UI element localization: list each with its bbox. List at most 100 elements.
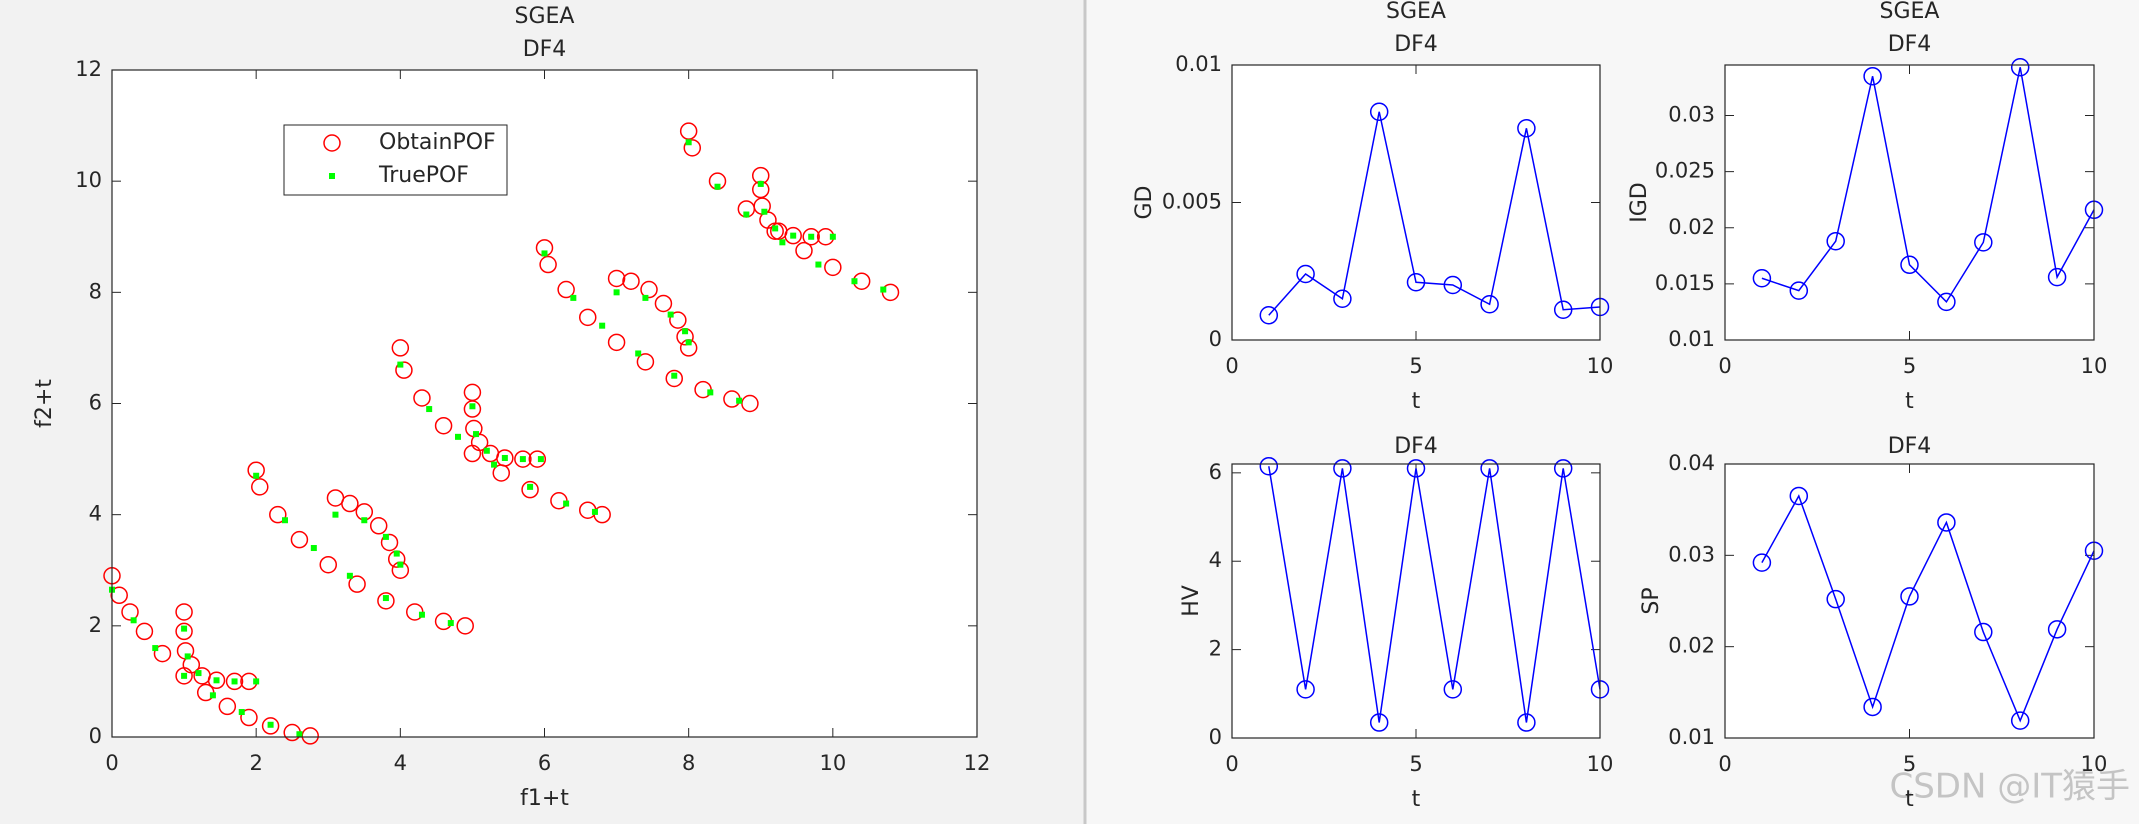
marker-circle <box>240 708 258 727</box>
x-tick-label: 10 <box>1587 752 1614 776</box>
marker-dot <box>418 611 425 618</box>
marker-dot <box>685 139 692 146</box>
x-tick-label: 5 <box>1903 752 1916 776</box>
series-marker <box>1443 275 1463 295</box>
plot-area <box>1232 464 1600 738</box>
marker-dot <box>397 561 404 568</box>
y-axis-label: IGD <box>1627 182 1652 222</box>
marker-dot <box>382 533 389 540</box>
marker-dot <box>682 328 689 335</box>
marker-circle <box>341 494 359 513</box>
marker-circle <box>395 361 413 379</box>
x-tick-label: 0 <box>1225 354 1238 378</box>
chart-title: DF4 <box>1394 434 1438 459</box>
y-tick-label: 0.01 <box>1175 52 1222 76</box>
x-axis-label: t <box>1412 787 1421 812</box>
marker-circle <box>607 269 626 288</box>
marker-dot <box>613 289 620 296</box>
marker-dot <box>743 211 750 218</box>
marker-circle <box>528 450 547 468</box>
marker-circle <box>121 603 139 621</box>
marker-dot <box>599 322 606 329</box>
y-tick-label: 4 <box>1209 548 1222 572</box>
marker-dot <box>282 517 288 524</box>
y-tick-label: 0 <box>1209 327 1222 351</box>
marker-dot <box>779 239 786 246</box>
marker-dot <box>393 550 400 557</box>
marker-circle <box>539 255 557 274</box>
marker-dot <box>880 286 887 293</box>
series-marker <box>1900 587 1919 606</box>
marker-circle <box>579 308 597 327</box>
x-axis-label: f1+t <box>520 786 569 811</box>
marker-dot <box>346 572 353 579</box>
legend-label: TruePOF <box>378 163 469 188</box>
marker-circle <box>225 672 244 691</box>
chart-title: SGEA <box>1880 0 1940 24</box>
series-marker <box>1937 513 1956 532</box>
marker-dot <box>519 456 526 463</box>
marker-dot <box>361 517 368 524</box>
x-tick-label: 0 <box>1718 752 1731 776</box>
marker-circle <box>261 717 280 735</box>
marker-dot <box>591 508 598 515</box>
marker-dot <box>707 389 714 396</box>
y-tick-label: 0.03 <box>1668 542 1715 566</box>
y-tick-label: 0.015 <box>1655 271 1715 295</box>
marker-circle <box>514 450 532 468</box>
marker-dot <box>537 456 544 463</box>
marker-dot <box>426 406 433 413</box>
series-marker <box>1752 553 1772 572</box>
chart-subtitle: DF4 <box>523 37 567 62</box>
x-tick-label: 8 <box>682 751 695 775</box>
y-tick-label: 0.02 <box>1668 634 1715 658</box>
marker-dot <box>473 431 480 438</box>
series-marker <box>1863 66 1882 86</box>
marker-dot <box>195 670 202 677</box>
series-marker <box>1369 102 1389 121</box>
plot-area <box>1232 65 1600 340</box>
marker-dot <box>455 433 461 440</box>
marker-dot <box>209 692 216 699</box>
series-marker <box>1480 459 1499 478</box>
legend-label: ObtainPOF <box>379 130 496 155</box>
y-tick-label: 2 <box>1209 637 1222 661</box>
marker-dot <box>296 731 303 738</box>
y-tick-label: 0.025 <box>1655 159 1715 183</box>
y-axis-label: f2+t <box>32 379 57 428</box>
y-tick-label: 12 <box>75 57 102 81</box>
series-marker <box>1517 119 1536 138</box>
marker-circle <box>463 400 482 418</box>
marker-dot <box>238 708 245 715</box>
marker-circle <box>369 517 388 535</box>
marker-dot <box>382 595 389 602</box>
y-tick-label: 0.03 <box>1668 103 1715 127</box>
marker-dot <box>563 500 570 507</box>
marker-circle <box>557 280 575 299</box>
y-tick-label: 0.005 <box>1162 190 1222 214</box>
plot-area <box>1725 464 2094 738</box>
series-marker <box>2047 620 2067 639</box>
marker-circle <box>269 505 287 524</box>
series-marker <box>1553 300 1573 319</box>
series-line <box>1268 111 1601 316</box>
watermark: CSDN @IT猿手 <box>1889 767 2130 807</box>
series-marker <box>1333 289 1352 308</box>
series-marker <box>1259 306 1279 325</box>
y-tick-label: 0 <box>1209 725 1222 749</box>
marker-dot <box>527 483 534 490</box>
marker-dot <box>757 180 764 187</box>
y-tick-label: 8 <box>89 279 102 303</box>
marker-circle <box>434 416 453 435</box>
marker-circle <box>795 241 813 260</box>
x-tick-label: 10 <box>2081 354 2108 378</box>
x-tick-label: 4 <box>394 751 407 775</box>
axes-box <box>1724 64 2095 341</box>
marker-circle <box>207 671 226 690</box>
series-marker <box>1826 231 1845 251</box>
marker-circle <box>323 134 341 152</box>
marker-circle <box>802 228 820 246</box>
marker-dot <box>213 677 220 684</box>
